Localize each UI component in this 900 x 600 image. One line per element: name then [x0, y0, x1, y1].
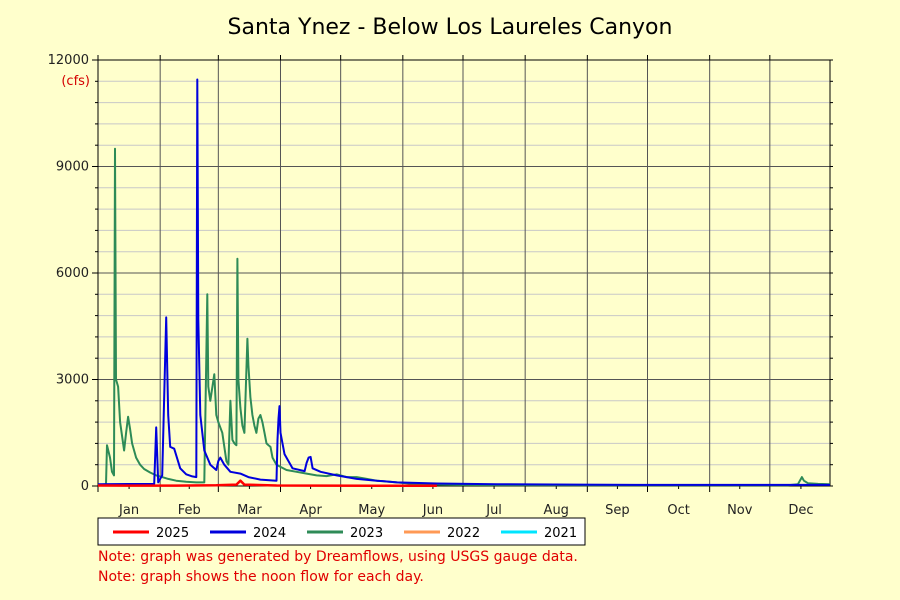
legend-label-2021: 2021 — [544, 526, 577, 541]
series-lines — [97, 78, 831, 488]
series-line-2024 — [97, 78, 830, 486]
x-tick-label: Jan — [118, 503, 139, 518]
y-tick-label: 0 — [81, 479, 89, 494]
x-tick-label: Aug — [544, 503, 569, 518]
legend-label-2023: 2023 — [350, 526, 383, 541]
y-tick-label: 3000 — [56, 373, 89, 388]
y-axis: 0 3000 6000 9000 12000 — [48, 53, 833, 494]
x-tick-label: Feb — [178, 503, 201, 518]
series-line-2023 — [97, 147, 831, 487]
note-source: Note: graph was generated by Dreamflows,… — [98, 549, 578, 565]
x-tick-label: Nov — [727, 503, 753, 518]
x-tick-label: Jun — [422, 503, 443, 518]
x-tick-label: Dec — [788, 503, 813, 518]
legend: 2025 2024 2023 2022 2021 — [97, 517, 586, 546]
x-tick-label: Oct — [667, 503, 689, 518]
y-tick-label: 6000 — [56, 266, 89, 281]
legend-label-2024: 2024 — [253, 526, 286, 541]
legend-label-2025: 2025 — [156, 526, 189, 541]
chart-title: Santa Ynez - Below Los Laureles Canyon — [228, 15, 673, 40]
x-tick-label: Jul — [485, 503, 502, 518]
y-axis-unit: (cfs) — [61, 74, 90, 89]
x-tick-label: Sep — [605, 503, 630, 518]
grid-lines — [98, 60, 830, 486]
x-tick-label: May — [358, 503, 385, 518]
x-tick-label: Apr — [299, 503, 322, 518]
legend-label-2022: 2022 — [447, 526, 480, 541]
x-axis: Jan Feb Mar Apr May Jun Jul Aug Sep Oct Nov Dec — [97, 55, 813, 518]
x-tick-label: Mar — [237, 503, 262, 518]
y-tick-label: 9000 — [56, 160, 89, 175]
note-noon-flow: Note: graph shows the noon flow for each… — [98, 569, 424, 585]
y-tick-label: 12000 — [48, 53, 89, 68]
series-line-2025 — [97, 479, 437, 488]
